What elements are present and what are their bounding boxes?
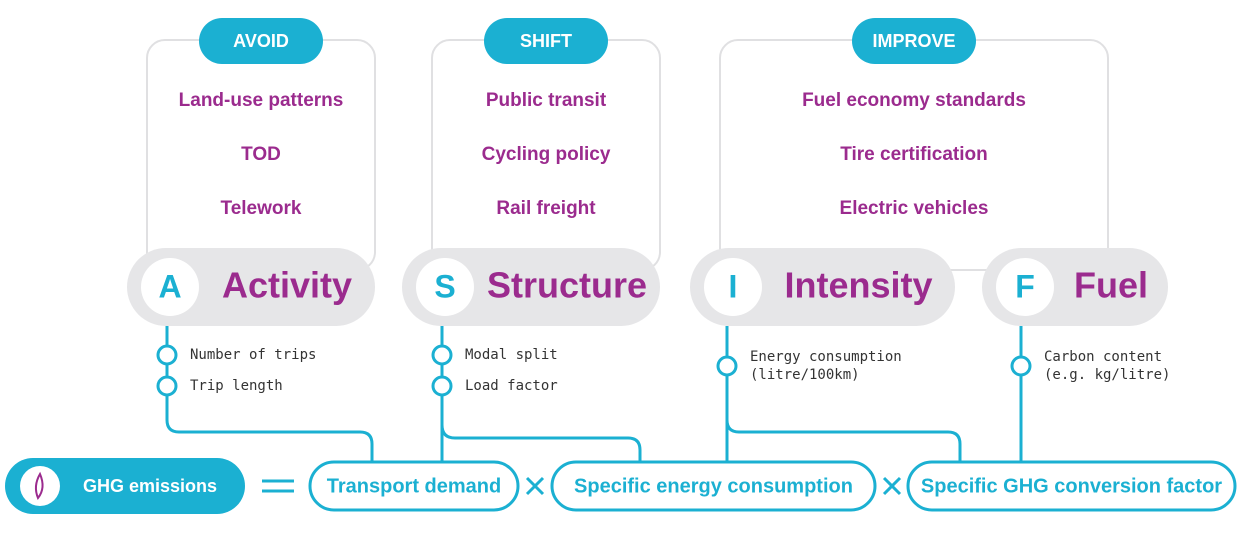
- factor-letter: F: [1015, 268, 1035, 304]
- group-label: SHIFT: [520, 31, 572, 51]
- factor-name: Fuel: [1074, 265, 1148, 306]
- group-item: Rail freight: [496, 198, 596, 219]
- factor-badge: [416, 258, 474, 316]
- indicator-label: Number of trips: [190, 347, 316, 363]
- factor-name: Structure: [487, 265, 647, 306]
- group-label: IMPROVE: [872, 31, 955, 51]
- indicator-label: (litre/100km): [750, 367, 860, 383]
- factor-pill: [402, 248, 660, 326]
- indicator-label: Load factor: [465, 378, 558, 394]
- indicator-label: Energy consumption: [750, 349, 902, 365]
- factor-name: Intensity: [784, 265, 932, 306]
- term-box: [308, 460, 520, 512]
- factor-letter: S: [434, 268, 455, 304]
- indicator-node: [1010, 355, 1032, 377]
- group-item: Public transit: [486, 90, 607, 111]
- term-label: Transport demand: [327, 475, 501, 497]
- group-item: Electric vehicles: [840, 198, 989, 219]
- indicator-label: Modal split: [465, 347, 558, 363]
- term-label: Specific GHG conversion factor: [921, 475, 1222, 497]
- group-label: AVOID: [233, 31, 289, 51]
- factor-badge: [996, 258, 1054, 316]
- group-item: Land-use patterns: [179, 90, 344, 111]
- factor-badge: [704, 258, 762, 316]
- group-pill: [484, 18, 608, 64]
- indicator-node: [156, 375, 178, 397]
- factor-letter: I: [729, 268, 738, 304]
- group-item: Telework: [221, 198, 302, 219]
- result-pill: [5, 458, 245, 514]
- group-item: TOD: [241, 144, 281, 165]
- indicator-label: Trip length: [190, 378, 283, 394]
- factor-name: Activity: [222, 265, 352, 306]
- indicator-label: Carbon content: [1044, 349, 1162, 365]
- operators: [262, 476, 902, 496]
- indicator-node: [156, 344, 178, 366]
- result-icon-flame: [34, 471, 44, 500]
- term-label: Specific energy consumption: [574, 475, 853, 497]
- group-item: Cycling policy: [482, 144, 611, 165]
- group-item: Fuel economy standards: [802, 90, 1026, 111]
- term-box: [550, 460, 877, 512]
- factor-badge: [141, 258, 199, 316]
- result-icon: [20, 466, 60, 506]
- indicator-node: [431, 375, 453, 397]
- group-pill: [199, 18, 323, 64]
- factor-pill: [690, 248, 955, 326]
- group-item: Tire certification: [840, 144, 987, 165]
- indicator-node: [716, 355, 738, 377]
- indicator-node: [431, 344, 453, 366]
- indicator-label: (e.g. kg/litre): [1044, 367, 1170, 383]
- term-box: [906, 460, 1237, 512]
- factor-letter: A: [158, 268, 181, 304]
- result-label: GHG emissions: [83, 476, 217, 496]
- group-pill: [852, 18, 976, 64]
